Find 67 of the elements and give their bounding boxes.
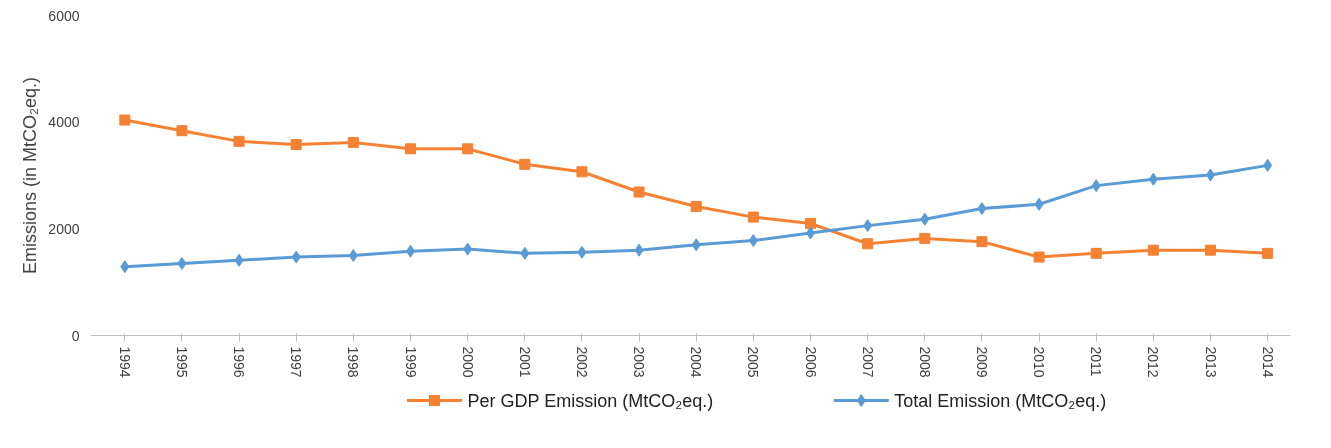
x-tick-label: 2009 <box>973 346 990 378</box>
point <box>348 249 358 262</box>
point <box>805 218 816 229</box>
y-tick-label: 2000 <box>48 220 80 237</box>
point <box>1147 244 1159 256</box>
x-tick-label: 2014 <box>1259 346 1276 378</box>
x-tick-label: 2006 <box>802 346 819 378</box>
x-tick-label: 2011 <box>1088 346 1105 377</box>
point <box>976 236 988 248</box>
point <box>405 143 416 155</box>
y-tick-label: 6000 <box>48 7 80 24</box>
point <box>176 125 188 137</box>
point <box>291 250 301 264</box>
legend-label: Per GDP Emission (MtCO₂eq.) <box>467 390 714 411</box>
point <box>919 232 931 244</box>
x-tick-label: 1997 <box>288 346 305 378</box>
point <box>691 238 701 252</box>
point <box>634 243 644 257</box>
x-tick-label: 2005 <box>745 346 762 378</box>
point <box>748 234 758 248</box>
y-axis-title: Emissions (in MtCO₂eq.) <box>20 76 41 275</box>
x-tick-label: 2008 <box>916 346 933 378</box>
point <box>863 219 873 233</box>
point <box>1034 197 1044 211</box>
point <box>463 242 473 256</box>
y-tick-label: 4000 <box>48 114 80 131</box>
point <box>119 114 131 126</box>
x-tick-label: 1995 <box>173 346 190 378</box>
x-tick-label: 2007 <box>859 346 876 378</box>
point <box>1090 247 1102 259</box>
x-tick-label: 1996 <box>231 346 248 378</box>
point <box>977 202 987 216</box>
x-tick-label: 2004 <box>688 346 705 378</box>
legend-label: Total Emission (MtCO₂eq.) <box>894 390 1107 411</box>
point <box>920 212 930 226</box>
point <box>1205 244 1216 256</box>
point <box>177 257 187 270</box>
point <box>862 238 874 250</box>
point <box>577 245 587 259</box>
point <box>1091 179 1101 193</box>
point <box>520 246 530 260</box>
point <box>462 143 474 155</box>
point <box>690 200 702 212</box>
point <box>290 139 302 151</box>
point <box>747 211 759 223</box>
y-tick-label: 0 <box>71 327 80 344</box>
x-tick-label: 2000 <box>459 346 476 378</box>
point <box>576 166 588 178</box>
x-tick-label: 1994 <box>116 346 133 378</box>
x-tick-label: 1998 <box>345 346 362 378</box>
point <box>633 186 645 198</box>
x-tick-label: 1999 <box>402 346 419 378</box>
point <box>1033 251 1045 263</box>
point <box>519 158 531 170</box>
x-tick-label: 2013 <box>1202 346 1219 378</box>
x-tick-label: 2003 <box>631 346 648 378</box>
point <box>1262 247 1274 259</box>
point <box>233 135 245 147</box>
x-tick-label: 2002 <box>573 346 590 378</box>
x-tick-label: 2010 <box>1031 346 1048 378</box>
x-tick-label: 2012 <box>1145 346 1162 378</box>
x-tick-label: 2001 <box>516 346 533 378</box>
point <box>1263 158 1273 172</box>
point <box>1148 172 1158 186</box>
point <box>120 260 130 274</box>
point <box>347 136 359 148</box>
point <box>234 253 244 267</box>
